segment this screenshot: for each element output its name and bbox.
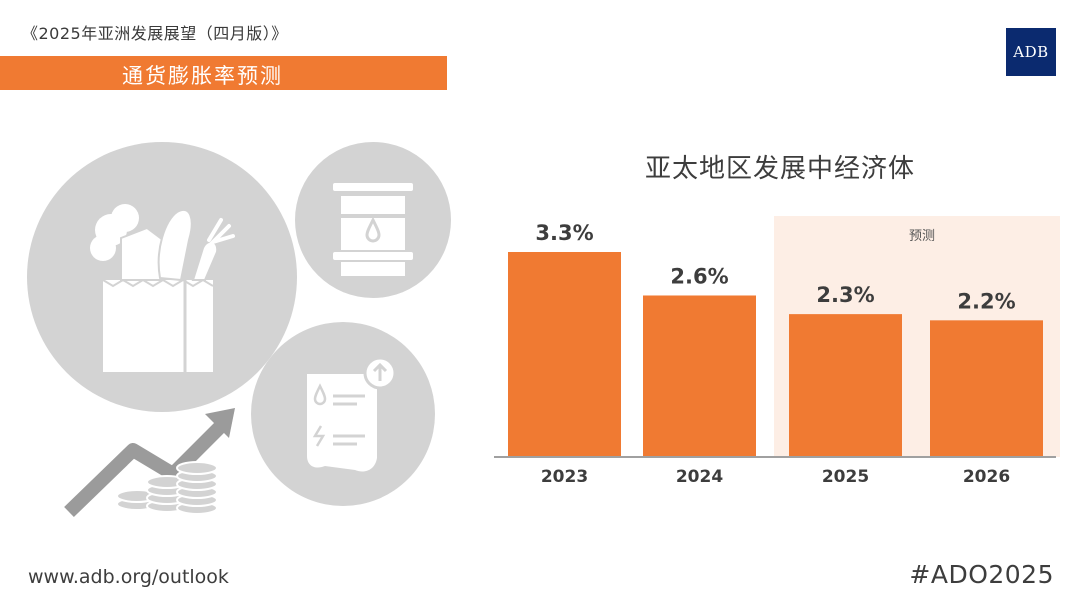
footer-url[interactable]: www.adb.org/outlook <box>28 566 229 588</box>
bar-2024 <box>643 295 756 457</box>
bar-2023 <box>508 252 621 457</box>
data-label-2024: 2.6% <box>670 264 728 288</box>
logo-text: ADB <box>1013 43 1049 61</box>
bar-2026 <box>930 320 1043 457</box>
utility-bill-icon <box>251 322 435 506</box>
x-tick-2023: 2023 <box>541 467 588 487</box>
x-tick-2024: 2024 <box>676 467 723 487</box>
footer-hashtag: #ADO2025 <box>909 560 1054 589</box>
data-label-2025: 2.3% <box>816 283 874 307</box>
data-label-2026: 2.2% <box>957 289 1015 313</box>
publication-title: 《2025年亚洲发展展望（四月版）》 <box>22 24 288 43</box>
section-title: 通货膨胀率预测 <box>122 64 283 88</box>
data-label-2023: 3.3% <box>535 221 593 245</box>
bar-2025 <box>789 314 902 457</box>
grocery-bag-icon <box>27 142 297 412</box>
inflation-bar-chart: 预测 3.3% 2023 2.6% 2024 2.3% 2025 2.2% 2026 <box>494 216 1060 487</box>
x-tick-2026: 2026 <box>963 467 1010 487</box>
forecast-label: 预测 <box>909 229 935 244</box>
rising-arrow-coins-icon <box>64 408 235 518</box>
chart-title: 亚太地区发展中经济体 <box>644 154 915 184</box>
bars: 3.3% 2023 2.6% 2024 2.3% 2025 2.2% 2026 <box>508 221 1043 487</box>
adb-logo: ADB <box>1006 28 1056 76</box>
section-banner: 通货膨胀率预测 <box>0 56 447 90</box>
oil-barrel-icon <box>295 142 451 298</box>
inflation-illustration <box>27 142 451 518</box>
x-tick-2025: 2025 <box>822 467 869 487</box>
